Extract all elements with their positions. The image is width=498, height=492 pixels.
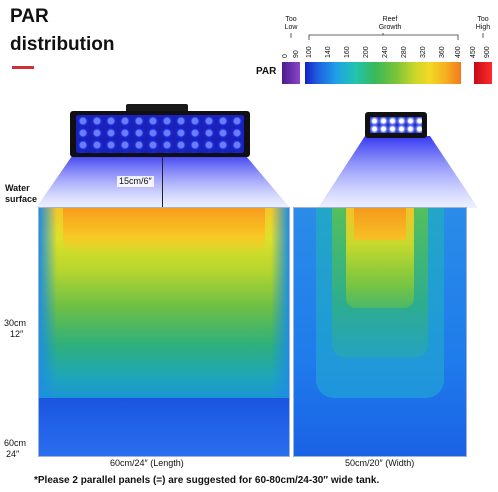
tick-label: 200	[363, 46, 370, 58]
tick-label: 360	[439, 46, 446, 58]
water-surface-label: Water surface	[5, 183, 38, 204]
led-array	[76, 115, 244, 153]
tick-label: 320	[420, 46, 427, 58]
depth-30cm-label: 30cm 12″	[4, 318, 27, 339]
legend-brackets	[290, 33, 484, 40]
depth-60cm-label: 60cm 24″	[4, 438, 27, 459]
tick-label: 450	[470, 46, 477, 58]
length-dimension-label: 60cm/24″ (Length)	[110, 458, 184, 468]
legend-par-label: PAR	[256, 66, 277, 77]
footnote: *Please 2 parallel panels (=) are sugges…	[34, 475, 380, 486]
tank-width-view	[293, 207, 467, 457]
left-light-bracket	[126, 104, 188, 114]
tick-label: 0	[282, 54, 289, 58]
tick-label: 280	[401, 46, 408, 58]
legend-swatch-too-high	[474, 62, 492, 84]
tick-label: 140	[325, 46, 332, 58]
legend-too-low-label: Too Low	[284, 16, 298, 31]
title-distribution: distribution	[10, 34, 115, 55]
right-light-fixture	[365, 112, 427, 138]
legend-too-high-label: Too High	[475, 16, 491, 31]
tick-label: 90	[293, 50, 300, 58]
tick-label: 400	[455, 46, 462, 58]
tick-label: 240	[382, 46, 389, 58]
legend-swatch-too-low	[282, 62, 300, 84]
led-array	[370, 117, 422, 133]
legend-reef-growth-label: Reef Growth	[378, 16, 402, 31]
tank-length-view	[38, 207, 290, 457]
tick-label: 100	[306, 46, 313, 58]
left-light-beam	[36, 136, 478, 208]
distance-line	[162, 157, 163, 209]
title-par: PAR	[10, 6, 49, 27]
legend-colorbar-reef-growth	[305, 62, 461, 84]
title-underline	[12, 66, 34, 69]
tick-label: 900	[484, 46, 491, 58]
tick-label: 160	[344, 46, 351, 58]
distance-label: 15cm/6″	[117, 176, 154, 187]
left-light-fixture	[70, 111, 250, 157]
width-dimension-label: 50cm/20″ (Width)	[345, 458, 415, 468]
